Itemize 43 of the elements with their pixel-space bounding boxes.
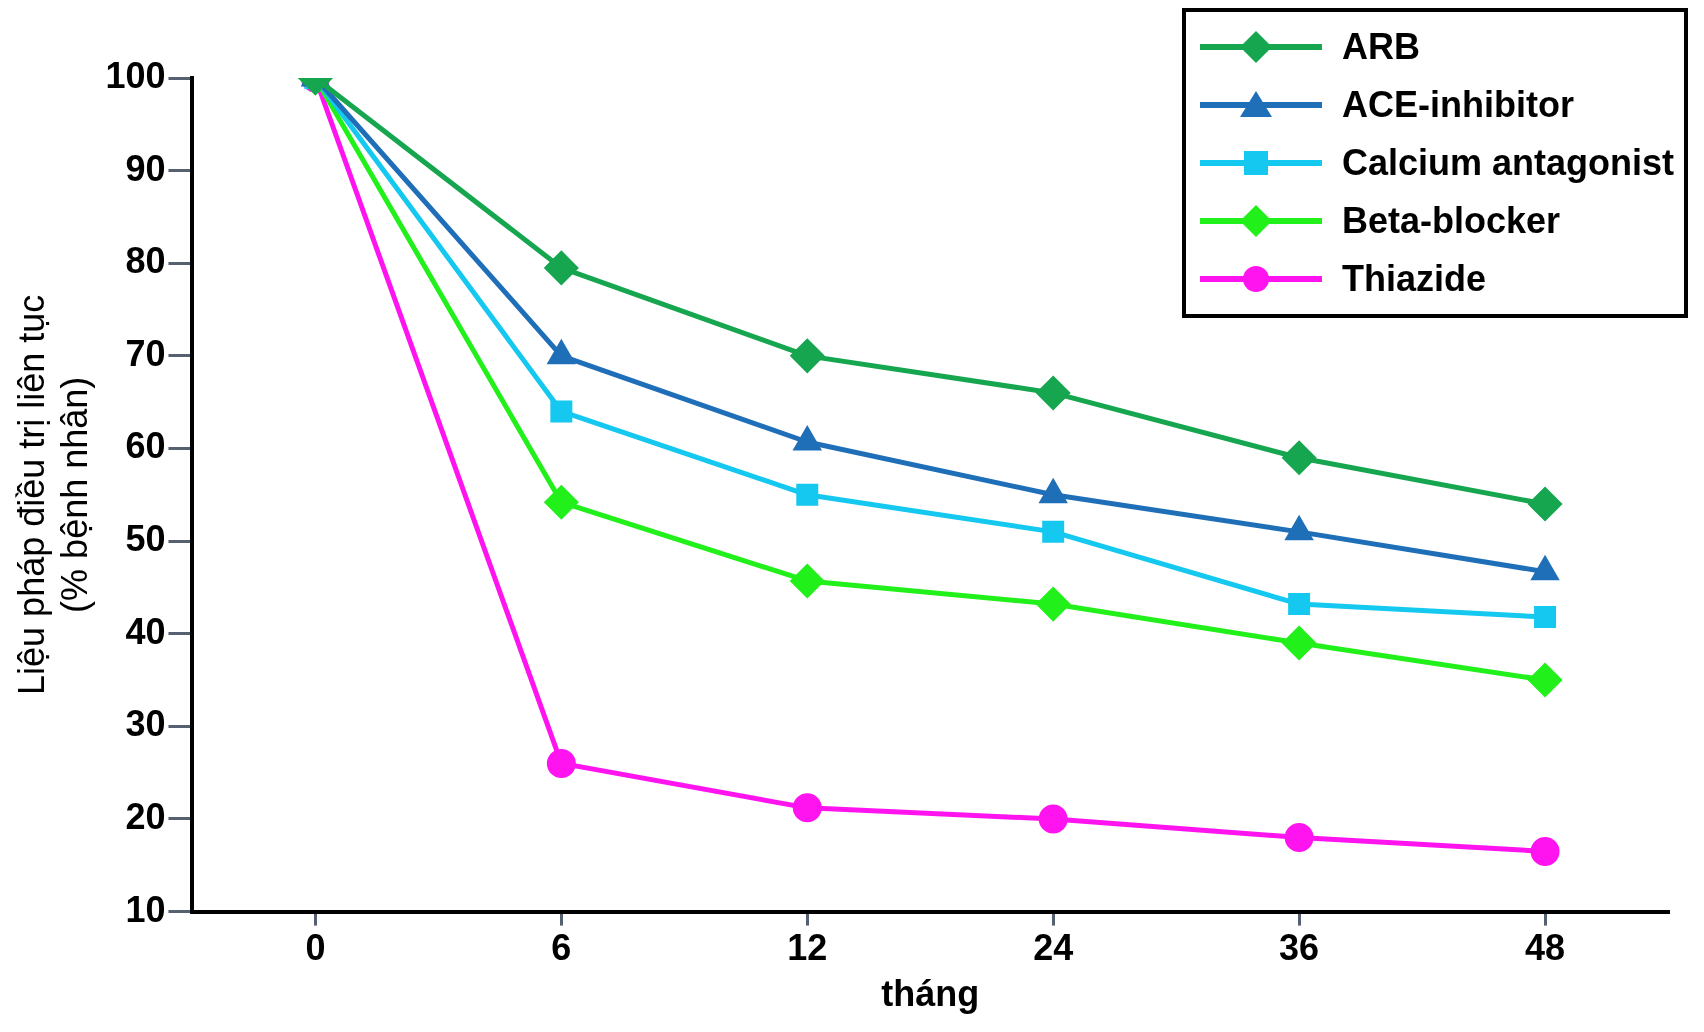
point (796, 483, 819, 506)
legend-label: Thiazide (1341, 258, 1486, 300)
point (1284, 823, 1314, 852)
x-tick-label: 6 (551, 927, 572, 969)
point (1534, 606, 1557, 629)
y-tick-label: 20 (125, 795, 166, 837)
point (544, 251, 578, 285)
point (544, 485, 578, 519)
point (1036, 587, 1070, 621)
point (1036, 376, 1070, 410)
x-tick-label: 24 (1033, 927, 1074, 969)
point (1528, 487, 1562, 521)
legend-label: ARB (1341, 26, 1420, 68)
point (550, 400, 573, 423)
point (790, 564, 824, 598)
y-tick-label: 90 (125, 147, 166, 189)
x-tick-label: 36 (1279, 927, 1320, 969)
point (792, 793, 822, 823)
x-tick-label: 0 (305, 927, 326, 969)
point (1528, 663, 1562, 697)
y-tick-label: 30 (125, 703, 166, 745)
point (1038, 804, 1068, 834)
point (546, 748, 576, 778)
y-tick-label: 100 (105, 54, 166, 96)
x-tick-label: 12 (787, 927, 828, 969)
y-tick-label: 80 (125, 240, 166, 282)
y-axis-title: Liệu pháp điều trị liên tục (% bệnh nhân) (10, 294, 95, 695)
legend-label: Calcium antagonist (1341, 142, 1674, 184)
point (1288, 593, 1311, 616)
point (1282, 441, 1316, 475)
point (1282, 626, 1316, 660)
x-tick-label: 48 (1525, 927, 1566, 969)
y-tick-label: 70 (125, 332, 166, 374)
legend-label: Beta-blocker (1341, 200, 1561, 242)
point (1530, 836, 1560, 866)
legend-label: ACE-inhibitor (1341, 84, 1574, 126)
y-tick-label: 40 (125, 610, 166, 652)
y-tick-label: 50 (125, 518, 166, 560)
point (1042, 520, 1065, 543)
y-tick-label: 60 (125, 425, 166, 467)
x-axis-title: tháng (881, 973, 980, 1015)
y-tick-label: 10 (125, 888, 166, 930)
point (790, 339, 824, 373)
